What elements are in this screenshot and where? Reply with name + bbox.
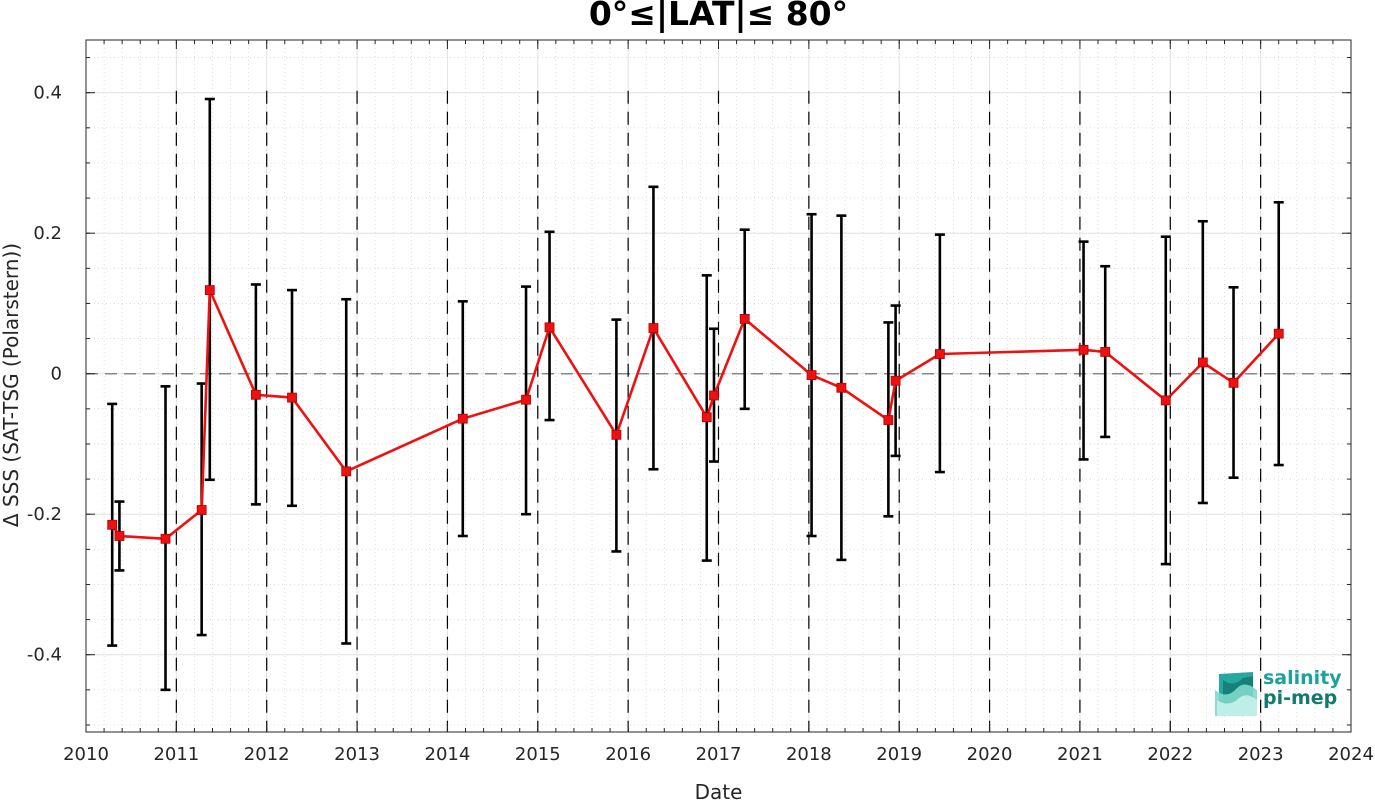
y-tick-label: 0.2 bbox=[33, 223, 62, 244]
x-axis-label: Date bbox=[694, 780, 743, 804]
x-tick-label: 2010 bbox=[63, 744, 109, 765]
chart-title: 0°≤|LAT|≤ 80° bbox=[588, 0, 849, 33]
series-layer bbox=[107, 97, 1284, 692]
y-axis-label: Δ SSS (SAT-TSG (Polarstern)) bbox=[0, 242, 23, 528]
data-point-marker bbox=[160, 533, 171, 544]
data-point-marker bbox=[204, 285, 215, 296]
data-point-marker bbox=[1273, 328, 1284, 339]
logo-line-1: salinity bbox=[1263, 667, 1342, 689]
axes-frame bbox=[85, 39, 1352, 733]
year-boundary-lines bbox=[86, 90, 1351, 732]
data-point-marker bbox=[107, 519, 118, 530]
data-point-marker bbox=[709, 390, 719, 401]
data-point-marker bbox=[890, 375, 901, 386]
x-tick-label: 2014 bbox=[425, 744, 471, 765]
data-point-marker bbox=[457, 413, 468, 424]
x-tick-label: 2011 bbox=[153, 744, 199, 765]
data-point-marker bbox=[739, 314, 750, 324]
data-point-marker bbox=[1197, 357, 1208, 368]
data-point-marker bbox=[934, 349, 945, 359]
x-tick-label: 2018 bbox=[786, 744, 832, 765]
tick-labels: 2010 2011 2012 2013 2014 2015 2016 2017 2018 2019… bbox=[27, 83, 1374, 765]
data-point-marker bbox=[701, 412, 712, 423]
x-tick-label: 2015 bbox=[515, 744, 561, 765]
y-tick-label: 0 bbox=[51, 364, 62, 385]
x-tick-label: 2012 bbox=[244, 744, 290, 765]
data-point-marker bbox=[250, 389, 261, 400]
data-point-marker bbox=[544, 322, 555, 333]
series-line bbox=[111, 288, 1280, 541]
x-tick-label: 2019 bbox=[876, 744, 922, 765]
y-tick-label: -0.4 bbox=[27, 645, 62, 666]
data-point-marker bbox=[1160, 395, 1171, 406]
x-tick-label: 2022 bbox=[1147, 744, 1193, 765]
data-point-marker bbox=[114, 531, 125, 541]
data-point-marker bbox=[341, 466, 352, 477]
x-tick-label: 2023 bbox=[1238, 744, 1284, 765]
data-point-marker bbox=[1100, 347, 1111, 357]
data-point-marker bbox=[287, 392, 297, 403]
salinity-pi-mep-logo: salinity pi-mep bbox=[1213, 668, 1348, 718]
y-tick-label: -0.2 bbox=[27, 504, 62, 525]
data-point-marker bbox=[806, 370, 817, 381]
x-tick-label: 2016 bbox=[605, 744, 651, 765]
data-point-marker bbox=[1078, 344, 1089, 355]
x-tick-label: 2013 bbox=[334, 744, 380, 765]
data-point-marker bbox=[196, 505, 207, 515]
x-tick-label: 2020 bbox=[967, 744, 1013, 765]
x-tick-label: 2024 bbox=[1328, 744, 1374, 765]
y-tick-label: 0.4 bbox=[33, 83, 62, 104]
data-point-marker bbox=[521, 394, 531, 405]
data-point-marker bbox=[611, 429, 622, 440]
logo-line-2: pi-mep bbox=[1263, 687, 1338, 709]
data-point-marker bbox=[1228, 377, 1239, 388]
data-point-marker bbox=[648, 323, 659, 333]
salinity-waves-icon bbox=[1215, 672, 1257, 716]
data-point-marker bbox=[883, 415, 894, 425]
x-tick-label: 2021 bbox=[1057, 744, 1103, 765]
x-tick-label: 2017 bbox=[696, 744, 742, 765]
data-point-marker bbox=[836, 382, 847, 393]
